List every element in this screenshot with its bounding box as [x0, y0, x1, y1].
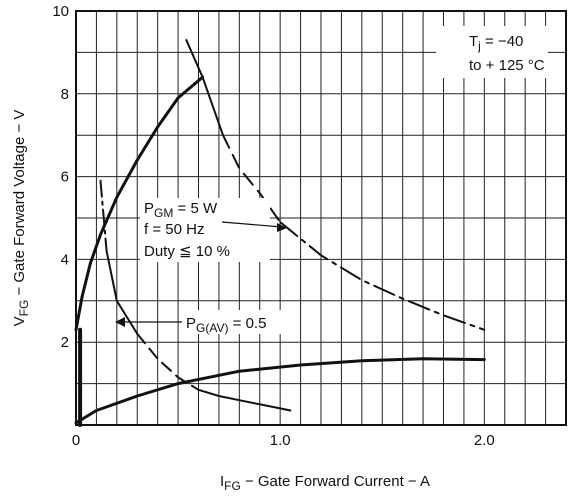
average-power-curve-tail: [197, 388, 292, 412]
y-axis-label: VFG − Gate Forward Voltage − V: [11, 110, 31, 327]
curves: [74, 39, 486, 427]
pgm-leader-arrow: [221, 221, 287, 232]
tj-range-annotation: to + 125 °C: [469, 57, 545, 74]
peak-power-5w-curve-dashdot: [279, 221, 486, 331]
y-tick-label: 2: [61, 334, 69, 351]
x-tick-label: 0: [72, 432, 80, 449]
peak-power-5w-curve-dashed: [222, 134, 282, 224]
tj-annotation-backdrop: [436, 26, 548, 78]
frequency-annotation: f = 50 Hz: [144, 221, 204, 238]
pgav-annotation-backdrop: [182, 310, 300, 334]
x-tick-label: 2.0: [474, 432, 495, 449]
y-tick-label: 8: [61, 86, 69, 103]
duty-annotation: Duty ≦ 10 %: [144, 243, 230, 260]
x-tick-label: 1.0: [270, 432, 291, 449]
upper-limit-curve: [74, 75, 205, 332]
lower-limit-curve: [74, 357, 486, 425]
plot-frame: [75, 10, 567, 426]
tj-annotation: Tj = −40: [469, 33, 523, 53]
peak-power-5w-curve: [185, 39, 224, 137]
average-power-curve-dashed: [136, 332, 200, 391]
tick-labels: 0 1.0 2.0 2 4 6 8 10: [52, 3, 494, 449]
average-power-curve: [105, 250, 139, 335]
y-tick-label: 6: [61, 169, 69, 186]
y-tick-label: 4: [61, 251, 69, 268]
pgm-annotation: PGM = 5 W: [144, 200, 218, 220]
pgm-annotation-backdrop: [140, 198, 270, 262]
y-tick-label: 10: [52, 3, 69, 20]
average-power-curve-dashdot: [99, 179, 108, 253]
x-axis-label: IFG − Gate Forward Current − A: [220, 473, 430, 493]
pgav-leader-arrow: [115, 317, 182, 327]
pgav-annotation: PG(AV) = 0.5: [186, 315, 266, 335]
